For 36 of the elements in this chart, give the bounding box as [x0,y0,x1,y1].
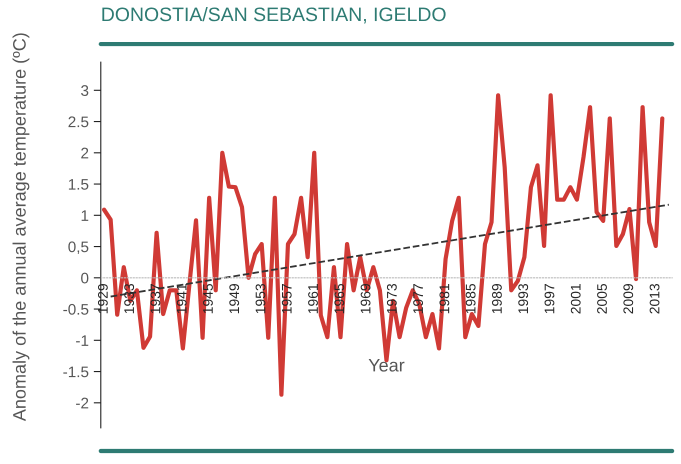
x-tick-label: 2001 [570,284,581,314]
y-tick-label: 0,5 [68,241,88,254]
x-tick-label: 1981 [439,284,450,314]
y-tick-label: -1.5 [63,366,88,378]
y-tick-label: -1 [76,335,88,346]
x-tick-label: 1961 [308,284,318,314]
y-axis-title: Anomaly of the annual average temperature (ºC) [12,33,30,422]
y-tick-label: 3 [81,85,88,96]
y-tick-label: 2 [81,148,88,158]
y-tick-label: -2 [76,398,88,408]
x-tick-label: 1957 [282,284,292,314]
y-tick-label: 2.5 [68,116,88,128]
x-tick-label: 1941 [176,284,187,314]
y-tick-label: -0.5 [63,304,88,315]
x-tick-label: 2013 [650,284,660,314]
x-tick-label: 1949 [229,284,240,314]
x-tick-label: 1953 [256,284,266,314]
x-tick-label: 1969 [360,284,370,314]
x-tick-label: 1937 [150,284,160,314]
x-tick-label: 1989 [492,284,502,314]
x-tick-label: 2009 [623,284,634,314]
y-tick-label: 1 [82,210,88,221]
x-tick-label: 1933 [124,284,134,314]
x-tick-label: 1997 [544,284,554,314]
chart-title: DONOSTIA/SAN SEBASTIAN, IGELDO [102,6,446,24]
x-tick-label: 1973 [386,284,397,314]
x-axis-title: Year [368,359,404,372]
y-tick-label: 0 [81,272,88,284]
x-tick-label: 1993 [518,284,528,314]
x-tick-label: 1977 [413,284,424,314]
x-tick-label: 2005 [597,284,607,314]
y-tick-label: 1.5 [68,179,88,190]
x-tick-label: 1965 [334,284,344,314]
x-tick-label: 1985 [466,284,476,314]
x-tick-label: 1929 [98,284,108,314]
x-tick-label: 1945 [203,284,213,314]
